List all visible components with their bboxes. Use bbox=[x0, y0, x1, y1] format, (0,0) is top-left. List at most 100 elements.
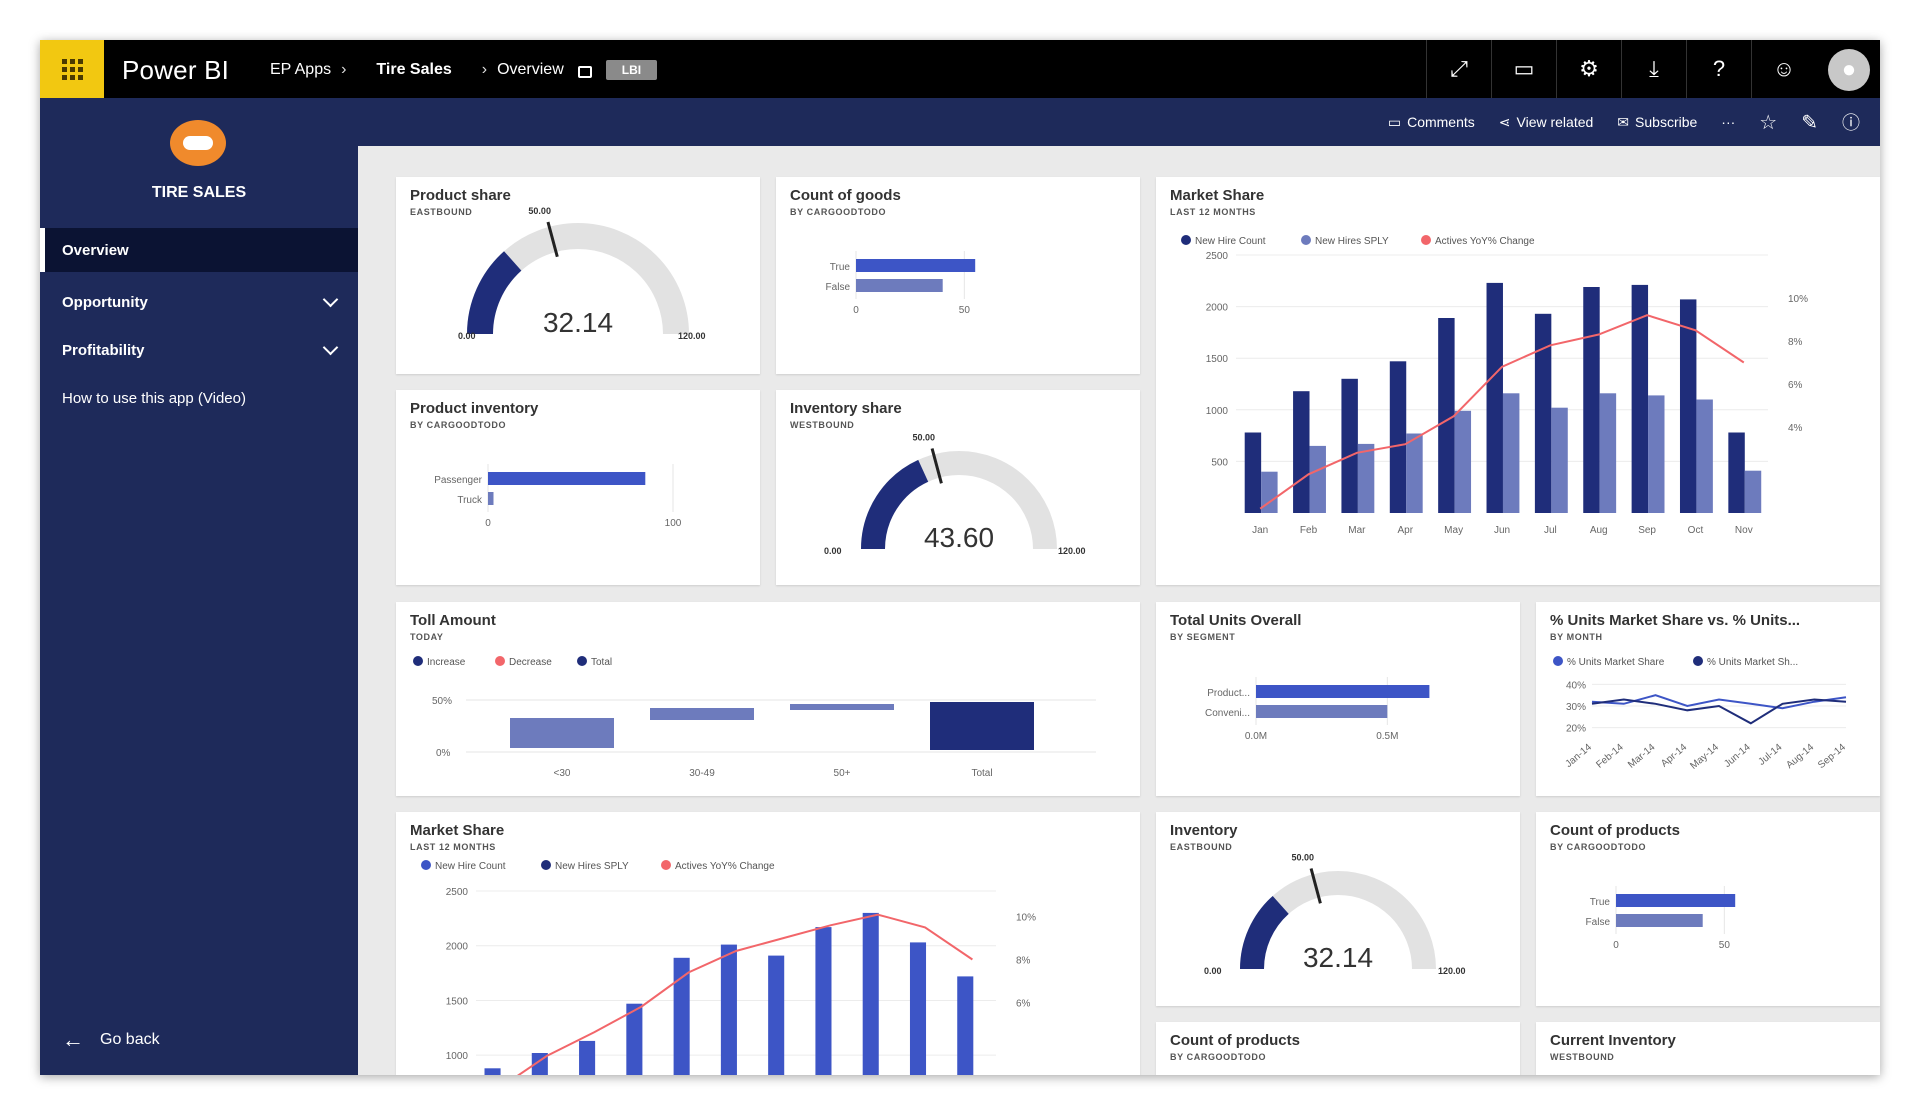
bar[interactable] bbox=[1648, 395, 1665, 513]
bar[interactable] bbox=[909, 942, 927, 1075]
tile-count-of-products[interactable]: Count of products BY CARGOODTODO True Fal… bbox=[1536, 812, 1880, 1006]
y-tick-label: Truck bbox=[457, 495, 483, 506]
more-options-button[interactable]: ··· bbox=[1721, 114, 1736, 130]
bar[interactable] bbox=[1341, 378, 1358, 513]
pencil-icon[interactable]: ✎ bbox=[1801, 111, 1818, 134]
avatar[interactable]: ● bbox=[1828, 49, 1870, 91]
bar[interactable] bbox=[1502, 393, 1520, 513]
gauge-chart: 50.00 32.14 0.00 120.00 bbox=[458, 206, 706, 341]
sidebar-item-video[interactable]: How to use this app (Video) bbox=[62, 389, 246, 407]
bar-chart: True False 0 50 bbox=[826, 251, 976, 316]
bar[interactable] bbox=[1406, 433, 1423, 514]
tile-product-inventory[interactable]: Product inventory BY CARGOODTODO Passeng… bbox=[396, 390, 760, 585]
bar[interactable] bbox=[720, 944, 737, 1075]
bar[interactable] bbox=[626, 1003, 643, 1075]
bar[interactable] bbox=[1256, 705, 1388, 718]
tile-subtitle: BY MONTH bbox=[1550, 632, 1603, 642]
go-back-button[interactable]: ← Go back bbox=[62, 1027, 160, 1053]
legend-label: Actives YoY% Change bbox=[1435, 236, 1535, 247]
bar[interactable] bbox=[1256, 685, 1430, 698]
bar[interactable] bbox=[650, 708, 754, 720]
y-tick-label: 0% bbox=[436, 748, 451, 759]
bar[interactable] bbox=[1679, 299, 1697, 513]
bar[interactable] bbox=[815, 927, 832, 1075]
bar[interactable] bbox=[1244, 432, 1262, 514]
bar[interactable] bbox=[510, 718, 614, 748]
gauge-fill bbox=[467, 251, 522, 335]
breadcrumb: EP Apps › Tire Sales › Overview LBI bbox=[270, 60, 658, 80]
bar[interactable] bbox=[1389, 361, 1407, 513]
bar[interactable] bbox=[1454, 410, 1472, 513]
chevron-down-icon bbox=[322, 339, 339, 356]
bar[interactable] bbox=[862, 912, 879, 1075]
help-icon[interactable]: ? bbox=[1686, 40, 1751, 98]
y-tick-label: True bbox=[1590, 897, 1611, 908]
legend-label: Total bbox=[591, 657, 612, 668]
bar[interactable] bbox=[1744, 470, 1762, 513]
bar[interactable] bbox=[768, 955, 785, 1075]
bar[interactable] bbox=[1696, 399, 1713, 514]
x-tick-label: Mar bbox=[1348, 525, 1366, 536]
tile-market-share[interactable]: Market Share LAST 12 MONTHS New Hire Cou… bbox=[1156, 177, 1880, 585]
subscribe-button[interactable]: ✉ Subscribe bbox=[1617, 114, 1697, 131]
bar[interactable] bbox=[1551, 407, 1568, 513]
gauge-chart: 50.00 32.14 0.00 120.00 bbox=[1204, 853, 1466, 976]
x-tick-label: Jun-14 bbox=[1722, 742, 1753, 770]
tile-toll-amount[interactable]: Toll Amount TODAY Increase Decrease Tota… bbox=[396, 602, 1140, 796]
comments-button[interactable]: ▭ Comments bbox=[1388, 114, 1475, 131]
bar[interactable] bbox=[1438, 318, 1455, 513]
tile-total-units-overall[interactable]: Total Units Overall BY SEGMENT Product..… bbox=[1156, 602, 1520, 796]
sidebar-item-opportunity[interactable]: Opportunity bbox=[40, 278, 358, 326]
tile-inventory[interactable]: Inventory EASTBOUND 50.00 32.14 0.00 120… bbox=[1156, 812, 1520, 1006]
tile-count-of-products-2[interactable]: Count of products BY CARGOODTODO bbox=[1156, 1022, 1520, 1075]
tile-product-share[interactable]: Product share EASTBOUND 50.00 32.14 0.00… bbox=[396, 177, 760, 374]
bar[interactable] bbox=[1616, 894, 1736, 907]
bar[interactable] bbox=[1599, 393, 1617, 513]
bar[interactable] bbox=[1728, 432, 1745, 514]
y-tick-label: True bbox=[830, 262, 851, 273]
breadcrumb-apps[interactable]: EP Apps bbox=[270, 61, 332, 78]
bar[interactable] bbox=[673, 957, 690, 1075]
bar[interactable] bbox=[957, 976, 974, 1075]
bar[interactable] bbox=[1309, 445, 1326, 513]
bar[interactable] bbox=[488, 472, 646, 485]
bar[interactable] bbox=[1357, 443, 1375, 513]
bar[interactable] bbox=[1293, 391, 1310, 513]
breadcrumb-tire-sales[interactable]: Tire Sales bbox=[376, 61, 452, 78]
bar[interactable] bbox=[930, 702, 1034, 750]
bar[interactable] bbox=[1261, 471, 1278, 513]
settings-icon[interactable]: ⚙ bbox=[1556, 40, 1621, 98]
tile-inventory-share[interactable]: Inventory share WESTBOUND 50.00 43.60 0.… bbox=[776, 390, 1140, 585]
breadcrumb-overview[interactable]: Overview bbox=[497, 61, 564, 78]
bar[interactable] bbox=[1631, 284, 1649, 513]
bar[interactable] bbox=[484, 1068, 501, 1075]
bar[interactable] bbox=[1534, 313, 1552, 513]
app-launcher-button[interactable] bbox=[40, 40, 104, 98]
x-tick-label: 50+ bbox=[834, 768, 851, 779]
bar[interactable] bbox=[488, 492, 494, 505]
info-icon[interactable]: ⓘ bbox=[1842, 113, 1860, 133]
view-related-button[interactable]: ⋖ View related bbox=[1499, 114, 1594, 131]
expand-icon[interactable]: ⤢ bbox=[1426, 40, 1491, 98]
bar[interactable] bbox=[1486, 282, 1503, 513]
tile-title: Market Share bbox=[410, 822, 505, 839]
bar[interactable] bbox=[1616, 914, 1703, 927]
tile-current-inventory[interactable]: Current Inventory WESTBOUND bbox=[1536, 1022, 1880, 1075]
tile-market-share-bottom[interactable]: Market Share LAST 12 MONTHS New Hire Cou… bbox=[396, 812, 1140, 1075]
bar[interactable] bbox=[856, 259, 976, 272]
gauge-min-label: 0.00 bbox=[458, 331, 476, 341]
bar[interactable] bbox=[790, 704, 894, 710]
sidebar-item-profitability[interactable]: Profitability bbox=[40, 326, 358, 374]
bar[interactable] bbox=[856, 279, 943, 292]
sidebar-item-overview[interactable]: Overview bbox=[40, 228, 358, 272]
tile-units-market-share[interactable]: % Units Market Share vs. % Units... BY M… bbox=[1536, 602, 1880, 796]
feedback-icon[interactable]: ☺ bbox=[1751, 40, 1816, 98]
chevron-right-icon: › bbox=[341, 61, 347, 78]
monitor-icon[interactable]: ▭ bbox=[1491, 40, 1556, 98]
bar[interactable] bbox=[1583, 287, 1600, 513]
star-icon[interactable]: ☆ bbox=[1759, 111, 1778, 134]
app-logo bbox=[170, 120, 226, 166]
download-icon[interactable]: ⤓ bbox=[1621, 40, 1686, 98]
tile-count-of-goods[interactable]: Count of goods BY CARGOODTODO True False 0… bbox=[776, 177, 1140, 374]
bar[interactable] bbox=[579, 1040, 596, 1075]
